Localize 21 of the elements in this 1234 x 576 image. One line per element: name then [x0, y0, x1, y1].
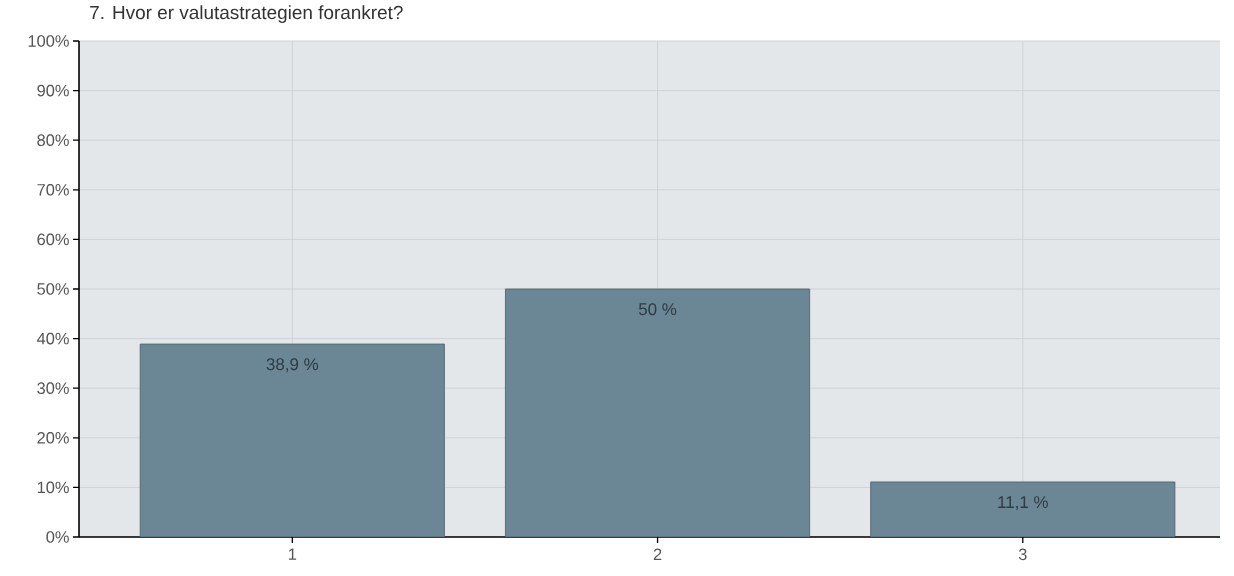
x-tick-label: 3 [1018, 548, 1027, 561]
y-tick-label: 20% [37, 431, 69, 444]
data-label: 38,9 % [266, 358, 319, 373]
x-tick-label: 1 [288, 548, 297, 560]
data-label: 11,1 % [998, 496, 1048, 511]
bar [505, 288, 811, 537]
bar [870, 481, 1176, 537]
y-tick-label: 10% [37, 481, 69, 494]
x-tick-label: 2 [653, 548, 662, 560]
bar [139, 343, 445, 537]
y-tick-label: 30% [37, 382, 69, 394]
data-label: 50 % [638, 303, 677, 316]
y-tick-label: 0% [46, 531, 69, 543]
y-tick-label: 40% [36, 332, 69, 345]
y-tick-label: 50% [37, 283, 69, 295]
y-tick-label: 80% [37, 134, 69, 146]
chart-title: 7. Hvor er valutastrategien forankret? [90, 5, 403, 23]
y-tick-label: 90% [37, 84, 69, 97]
y-tick-label: 100% [28, 35, 69, 47]
y-tick-label: 60% [37, 233, 69, 246]
y-tick-label: 70% [37, 183, 69, 196]
